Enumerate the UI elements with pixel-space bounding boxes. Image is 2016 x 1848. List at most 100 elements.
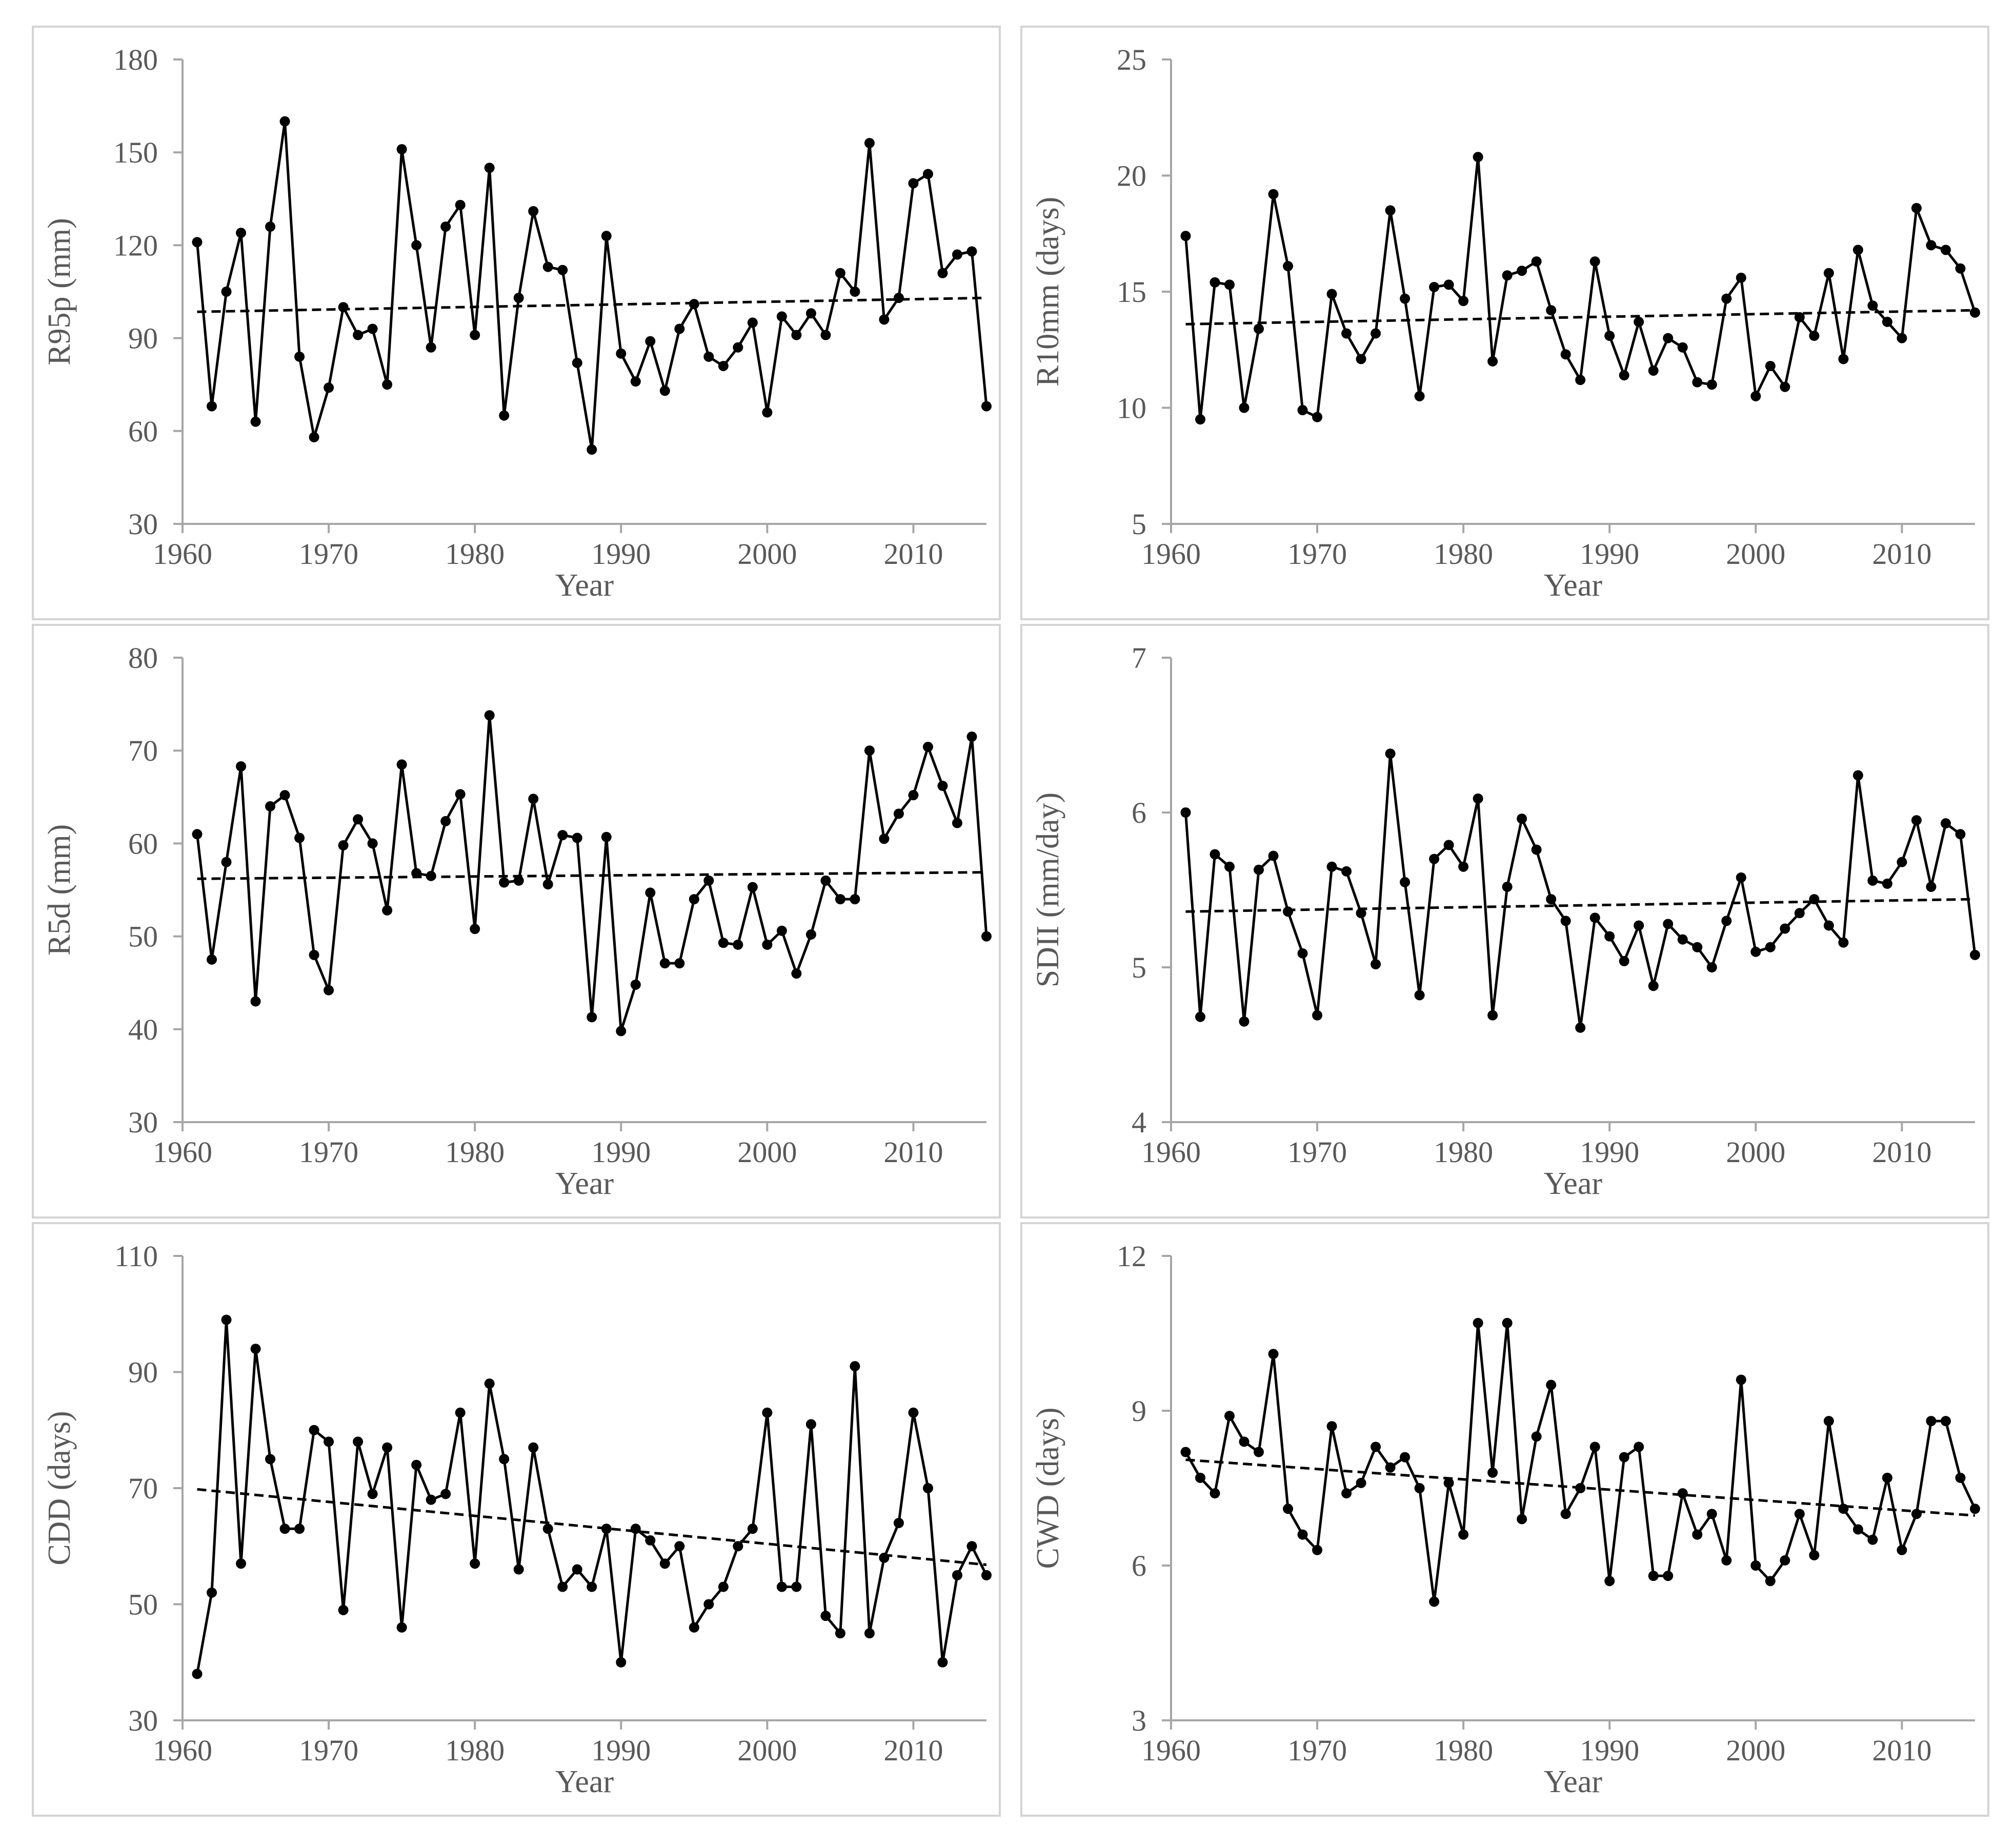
data-point (1414, 1483, 1425, 1493)
data-point (484, 1378, 495, 1389)
data-point (1209, 849, 1220, 860)
data-point (1254, 1447, 1264, 1457)
data-point (557, 830, 568, 841)
data-point (499, 410, 510, 421)
x-tick-label: 1980 (445, 1734, 505, 1767)
data-point (659, 958, 670, 969)
x-tick-label: 1990 (591, 1135, 651, 1169)
data-point (1326, 1421, 1337, 1432)
data-point (952, 249, 962, 260)
data-point (601, 831, 612, 842)
y-axis-title: SDII (mm/day) (1031, 793, 1065, 988)
data-point (1765, 360, 1776, 371)
y-tick-label: 180 (113, 43, 158, 76)
data-point (426, 342, 436, 353)
data-point (279, 790, 290, 801)
data-point (353, 1436, 364, 1447)
data-point (1852, 1524, 1863, 1535)
y-tick-label: 7 (1132, 641, 1146, 675)
data-point (250, 416, 261, 427)
data-point (893, 1517, 904, 1528)
data-point (250, 1344, 261, 1354)
data-point (776, 1581, 787, 1592)
data-point (908, 1407, 919, 1418)
data-point (338, 1605, 349, 1615)
data-point (1254, 323, 1264, 334)
data-point (1780, 381, 1790, 392)
data-point (1619, 956, 1629, 966)
data-point (528, 206, 539, 216)
data-point (1589, 912, 1600, 923)
data-point (835, 894, 845, 905)
data-point (382, 905, 393, 916)
data-point (820, 330, 831, 340)
data-point (1517, 1514, 1527, 1525)
data-point (411, 240, 422, 251)
data-point (864, 138, 875, 149)
data-point (1677, 1488, 1688, 1499)
data-point (674, 323, 685, 334)
data-point (587, 444, 597, 455)
y-tick-label: 60 (128, 415, 158, 448)
data-point (1940, 245, 1951, 255)
data-point (1970, 1504, 1980, 1514)
data-point (353, 330, 364, 340)
y-tick-label: 30 (128, 507, 158, 541)
data-point (981, 931, 992, 942)
y-tick-label: 80 (128, 641, 158, 675)
cwd-chart-svg: 3 6 9 12 1960 1970 1980 1990 2000 2010 Year CWD (da… (1031, 1240, 1980, 1799)
data-point (1254, 864, 1264, 875)
data-point (1970, 949, 1980, 960)
data-point (1312, 412, 1323, 422)
x-tick-label: 1990 (1580, 537, 1639, 571)
data-point (1414, 391, 1425, 401)
x-tick-label: 2000 (737, 537, 797, 571)
cdd-chart-svg: 30 50 70 90 110 1960 1970 1980 1990 2000 2010 Year C… (42, 1240, 992, 1799)
data-point (1517, 266, 1527, 276)
y-tick-label: 25 (1117, 43, 1146, 76)
data-point (572, 1564, 582, 1575)
trend-line (197, 1488, 987, 1566)
data-point (703, 875, 714, 886)
data-point (630, 376, 641, 387)
data-point (1283, 1504, 1294, 1514)
data-point (674, 1541, 685, 1552)
y-tick-label: 30 (128, 1704, 158, 1737)
data-point (762, 939, 773, 950)
y-tick-label: 120 (113, 229, 158, 262)
data-point (542, 879, 553, 890)
data-point (645, 887, 656, 898)
x-tick-label: 1960 (1141, 1135, 1201, 1169)
data-point (1721, 293, 1732, 304)
y-tick-label: 12 (1117, 1240, 1146, 1273)
data-point (1823, 268, 1834, 278)
data-point (820, 875, 831, 886)
y-tick-label: 5 (1132, 507, 1146, 541)
data-point (1867, 300, 1878, 311)
trend-line (197, 871, 987, 880)
data-point (1736, 272, 1746, 283)
data-point (689, 894, 699, 905)
data-point (1911, 202, 1922, 213)
data-point (1750, 1560, 1761, 1571)
data-point (1297, 948, 1308, 959)
y-tick-label: 20 (1117, 159, 1146, 193)
data-point (542, 1524, 553, 1534)
data-point (1560, 916, 1571, 926)
data-point (294, 351, 305, 362)
data-point (1575, 375, 1586, 385)
trend-line (1185, 1458, 1975, 1517)
data-point (864, 1628, 875, 1639)
data-point (1897, 857, 1907, 867)
y-axis-title: R10mm (days) (1031, 197, 1065, 387)
data-point (396, 1622, 407, 1633)
data-point (499, 877, 510, 888)
data-point (879, 834, 890, 844)
data-point (937, 781, 948, 791)
data-point (1239, 1016, 1249, 1027)
series-line (196, 120, 988, 451)
y-tick-label: 5 (1132, 951, 1146, 984)
data-point (1370, 959, 1381, 969)
data-point (805, 308, 816, 319)
y-tick-label: 110 (114, 1240, 158, 1273)
